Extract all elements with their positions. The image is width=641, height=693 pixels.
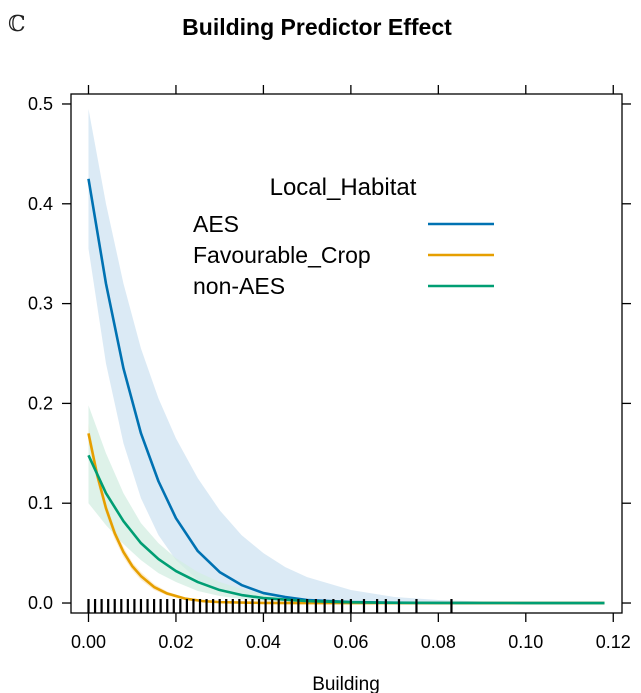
y-tick-label: 0.3: [28, 294, 53, 314]
y-tick-label: 0.0: [28, 593, 53, 613]
legend: Local_Habitat AES Favourable_Crop non-AES: [193, 174, 494, 299]
x-tick-label: 0.12: [596, 632, 631, 652]
data-rug: [87, 599, 453, 613]
x-tick-label: 0.08: [421, 632, 456, 652]
legend-title: Local_Habitat: [270, 174, 417, 201]
x-tick-label: 0.10: [508, 632, 543, 652]
plot-frame: [70, 93, 623, 614]
y-tick-label: 0.4: [28, 194, 53, 214]
legend-label-favourable-crop: Favourable_Crop: [193, 242, 371, 268]
x-axis-ticks: 0.00 0.02 0.04 0.06 0.08 0.10 0.12: [71, 85, 631, 652]
chart-title: Building Predictor Effect: [182, 14, 452, 40]
panel-label: ℂ: [8, 12, 26, 37]
y-tick-label: 0.5: [28, 94, 53, 114]
legend-label-aes: AES: [193, 211, 239, 237]
y-tick-label: 0.2: [28, 393, 53, 413]
y-tick-label: 0.1: [28, 493, 53, 513]
x-tick-label: 0.04: [246, 632, 281, 652]
x-axis-title: Building: [312, 674, 380, 693]
x-tick-label: 0.00: [71, 632, 106, 652]
y-axis-ticks: 0.0 0.1 0.2 0.3 0.4 0.5: [28, 94, 631, 613]
x-tick-label: 0.02: [158, 632, 193, 652]
x-tick-label: 0.06: [333, 632, 368, 652]
legend-label-non-aes: non-AES: [193, 273, 285, 299]
